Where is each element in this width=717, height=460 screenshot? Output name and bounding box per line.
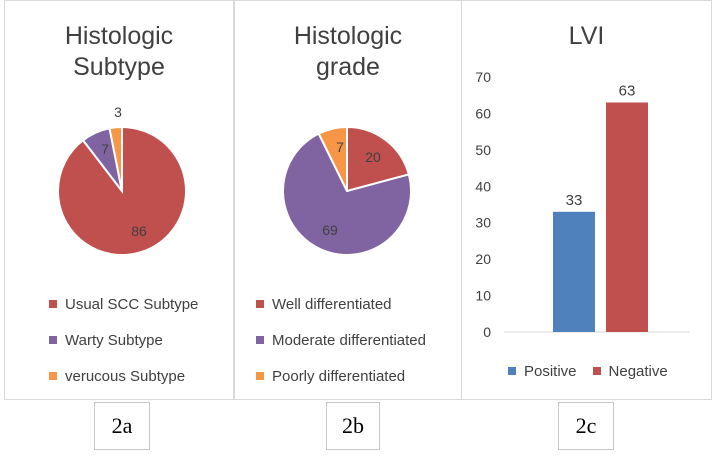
caption-2a: 2a [94,402,150,450]
legend-item: Usual SCC Subtype [49,294,198,314]
pie-chart-subtype: 86 7 3 [57,104,187,256]
legend-swatch-orange [49,372,57,380]
y-tick-label: 60 [475,105,491,121]
y-tick-label: 40 [475,178,491,194]
legend-item: Warty Subtype [49,330,198,350]
legend-item: verucous Subtype [49,366,198,386]
pie-slice [282,132,412,256]
pie-slice [346,125,411,193]
data-label: 7 [336,139,344,155]
y-tick-label: 70 [475,69,491,85]
legend-swatch-blue [508,367,516,375]
legend-item: Well differentiated [256,294,426,314]
data-label: 86 [131,223,147,239]
data-label: 7 [101,141,109,157]
legend: Positive Negative [508,361,684,381]
caption-2b: 2b [326,402,380,450]
data-label: 63 [619,83,636,100]
legend-item: Moderate differentiated [256,330,426,350]
chart-title: Histologic Subtype [64,22,174,81]
bar [606,102,648,332]
data-label: 33 [566,192,583,209]
y-tick-label: 30 [475,215,491,231]
legend-swatch-red [49,300,57,308]
caption-2c: 2c [558,402,614,450]
legend-swatch-red [592,367,601,375]
data-label: 3 [114,104,122,120]
bar-chart-lvi: 0 10 20 30 40 50 60 70 33 63 [475,69,690,340]
chart-title: Histologic grade [293,22,403,81]
pie-slice [108,125,123,192]
chart-title: LVI [568,22,605,50]
pie-chart-grade: 20 69 7 [282,125,412,256]
data-label: 69 [322,222,338,238]
legend-swatch-purple [256,336,264,344]
lvi-panel: LVI 0 10 20 30 40 50 60 70 33 63 Positive Negativ… [462,0,712,400]
histologic-grade-panel: Histologic grade 20 69 7 Well differentiat… [234,0,462,400]
legend-item: Poorly differentiated [256,366,426,386]
legend-item: Negative [592,361,668,381]
y-tick-label: 0 [483,324,491,340]
histologic-subtype-panel: Histologic Subtype 86 7 3 Usual SCC Subtyp… [4,0,234,400]
legend-item: Positive [508,361,577,381]
y-tick-label: 20 [475,251,491,267]
data-label: 20 [365,149,381,165]
legend: Well differentiated Moderate differentia… [256,294,426,402]
pie-slice [317,125,348,192]
legend-swatch-purple [49,336,57,344]
bar [553,211,595,332]
y-tick-label: 50 [475,142,491,158]
legend-swatch-red [256,300,264,308]
y-tick-label: 10 [475,288,491,304]
legend: Usual SCC Subtype Warty Subtype verucous… [49,294,198,402]
legend-swatch-orange [256,372,264,380]
